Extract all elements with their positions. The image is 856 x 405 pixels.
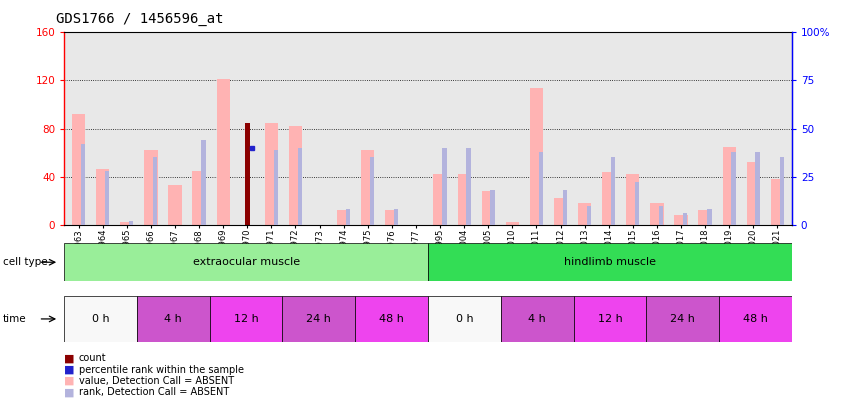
Bar: [201, 140, 205, 225]
Bar: [707, 209, 711, 225]
Bar: [428, 296, 501, 342]
Bar: [443, 148, 447, 225]
Bar: [457, 174, 471, 225]
Text: cell type: cell type: [3, 257, 47, 267]
Bar: [137, 296, 210, 342]
Text: extraocular muscle: extraocular muscle: [193, 257, 300, 267]
Bar: [394, 209, 398, 225]
Bar: [428, 243, 792, 281]
Bar: [562, 190, 567, 225]
Bar: [64, 296, 137, 342]
Bar: [346, 209, 350, 225]
Bar: [659, 206, 663, 225]
Bar: [746, 162, 760, 225]
Bar: [722, 147, 736, 225]
Bar: [282, 296, 355, 342]
Bar: [626, 174, 639, 225]
Bar: [586, 206, 591, 225]
Bar: [96, 169, 110, 225]
Text: ■: ■: [64, 365, 74, 375]
Bar: [80, 144, 85, 225]
Bar: [129, 221, 134, 225]
Bar: [578, 203, 591, 225]
Bar: [245, 123, 250, 225]
Text: 0 h: 0 h: [455, 314, 473, 324]
Text: ■: ■: [64, 388, 74, 397]
Bar: [482, 191, 495, 225]
Bar: [530, 88, 543, 225]
Bar: [169, 185, 181, 225]
Bar: [433, 174, 447, 225]
Bar: [217, 79, 230, 225]
Bar: [506, 222, 519, 225]
Bar: [355, 296, 428, 342]
Text: ■: ■: [64, 376, 74, 386]
Bar: [675, 215, 687, 225]
Text: ■: ■: [64, 354, 74, 363]
Bar: [72, 114, 86, 225]
Bar: [210, 296, 282, 342]
Text: count: count: [79, 354, 106, 363]
Bar: [683, 213, 687, 225]
Text: rank, Detection Call = ABSENT: rank, Detection Call = ABSENT: [79, 388, 229, 397]
Bar: [288, 126, 302, 225]
Text: 4 h: 4 h: [164, 314, 182, 324]
Text: 12 h: 12 h: [597, 314, 622, 324]
Text: 24 h: 24 h: [670, 314, 695, 324]
Bar: [385, 210, 399, 225]
Text: time: time: [3, 314, 27, 324]
Bar: [755, 152, 760, 225]
Bar: [602, 172, 615, 225]
Bar: [651, 203, 663, 225]
Bar: [611, 158, 615, 225]
Text: 0 h: 0 h: [92, 314, 110, 324]
Bar: [646, 296, 719, 342]
Bar: [105, 171, 110, 225]
Bar: [274, 150, 278, 225]
Bar: [145, 150, 158, 225]
Bar: [554, 198, 568, 225]
Text: GDS1766 / 1456596_at: GDS1766 / 1456596_at: [56, 12, 223, 26]
Text: 4 h: 4 h: [528, 314, 546, 324]
Bar: [120, 222, 134, 225]
Bar: [64, 243, 428, 281]
Bar: [770, 179, 784, 225]
Bar: [467, 148, 471, 225]
Text: percentile rank within the sample: percentile rank within the sample: [79, 365, 244, 375]
Bar: [153, 158, 158, 225]
Bar: [635, 182, 639, 225]
Bar: [193, 171, 205, 225]
Bar: [265, 123, 278, 225]
Bar: [361, 150, 374, 225]
Bar: [780, 158, 784, 225]
Text: 24 h: 24 h: [306, 314, 331, 324]
Bar: [370, 158, 374, 225]
Bar: [731, 152, 735, 225]
Bar: [698, 210, 711, 225]
Text: 48 h: 48 h: [743, 314, 768, 324]
Bar: [501, 296, 574, 342]
Bar: [719, 296, 792, 342]
Bar: [538, 152, 543, 225]
Text: value, Detection Call = ABSENT: value, Detection Call = ABSENT: [79, 376, 234, 386]
Bar: [490, 190, 495, 225]
Bar: [298, 148, 302, 225]
Text: 12 h: 12 h: [234, 314, 259, 324]
Bar: [337, 210, 350, 225]
Text: hindlimb muscle: hindlimb muscle: [564, 257, 656, 267]
Text: 48 h: 48 h: [379, 314, 404, 324]
Bar: [574, 296, 646, 342]
